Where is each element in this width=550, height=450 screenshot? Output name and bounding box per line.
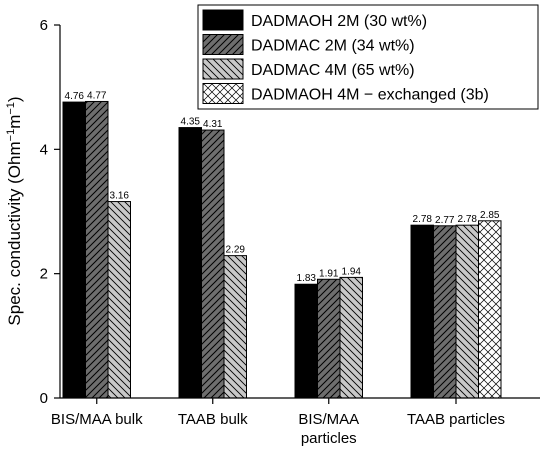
bar: [178, 127, 202, 399]
bar-value-label: 4.77: [87, 90, 107, 101]
bar: [201, 129, 225, 399]
y-tick-label: 2: [40, 266, 48, 283]
x-category-label: TAAB particles: [407, 411, 505, 428]
axes: [59, 25, 540, 399]
y-tick-label: 6: [40, 17, 48, 34]
bar: [410, 224, 434, 399]
bar: [294, 283, 318, 399]
bar-value-label: 2.85: [480, 210, 500, 221]
legend-entry-label: DADMAC 4M (65 wt%): [251, 62, 415, 79]
bar: [478, 220, 502, 399]
y-axis-label: Spec. conductivity (Ohm−1m−1): [5, 96, 24, 325]
x-category-label-line2: particles: [301, 430, 357, 447]
bar-value-label: 2.78: [458, 214, 478, 225]
legend-entry-label: DADMAOH 2M (30 wt%): [251, 13, 427, 30]
bar-value-label: 3.16: [110, 191, 130, 202]
bar-value-label: 4.35: [181, 117, 201, 128]
x-category-label: BIS/MAA: [298, 411, 359, 428]
data-labels-layer: 4.76 4.77 3.16 4.35 4.31 2.29 1.83 1.91 1.94 2.78…: [65, 90, 500, 284]
bar-value-label: 1.83: [297, 273, 317, 284]
legend-swatch: [202, 34, 244, 55]
bar: [62, 101, 86, 399]
legend-entry-label: DADMAOH 4M − exchanged (3b): [251, 87, 489, 104]
bar-value-label: 2.78: [413, 214, 433, 225]
bar: [223, 255, 247, 399]
bar-value-label: 4.76: [65, 91, 85, 102]
x-category-label: TAAB bulk: [178, 411, 248, 428]
bar: [107, 201, 131, 399]
legend-swatch: [202, 9, 244, 31]
bar-value-label: 2.29: [226, 245, 246, 256]
y-tick-label: 4: [40, 141, 48, 158]
x-category-label: BIS/MAA bulk: [51, 411, 143, 428]
x-category-labels: BIS/MAA bulk TAAB bulk BIS/MAA particles TAA…: [51, 398, 505, 447]
bars-layer: [62, 100, 502, 399]
legend-entry-label: DADMAC 2M (34 wt%): [251, 38, 415, 55]
bar-value-label: 1.94: [342, 266, 362, 277]
bar: [317, 278, 341, 399]
legend-swatch: [202, 83, 244, 104]
legend: DADMAOH 2M (30 wt%) DADMAC 2M (34 wt%) DAD…: [197, 4, 539, 110]
legend-box: [197, 4, 539, 110]
bar-value-label: 1.91: [319, 268, 339, 279]
bar-value-label: 4.31: [203, 119, 223, 130]
y-tick-label: 0: [40, 390, 48, 407]
bar: [339, 276, 363, 399]
y-ticks: 0 2 4 6: [40, 17, 60, 407]
bar-value-label: 2.77: [435, 215, 455, 226]
bar: [85, 100, 109, 399]
legend-swatch: [202, 58, 244, 80]
bar: [433, 225, 457, 399]
bar: [455, 224, 479, 399]
